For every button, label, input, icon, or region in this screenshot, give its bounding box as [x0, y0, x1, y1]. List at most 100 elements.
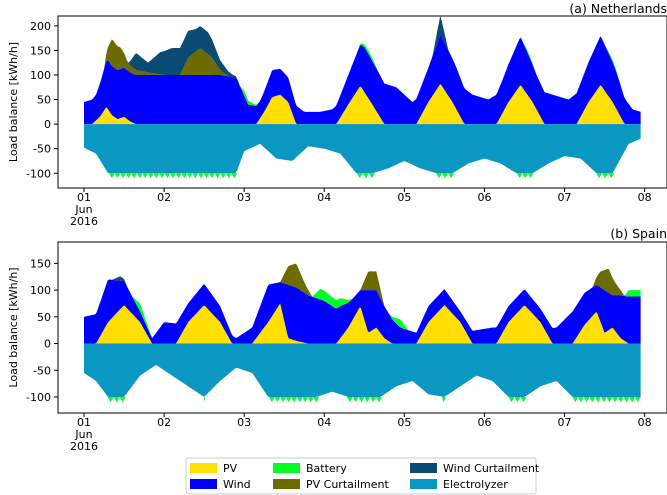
area-battery-charge	[370, 396, 376, 403]
area-battery-charge	[308, 396, 314, 403]
area-battery-charge	[362, 173, 369, 179]
area-electrolyzer	[84, 343, 641, 397]
y-tick-label: -50	[33, 143, 51, 156]
legend-swatch-electrolyzer	[410, 479, 437, 489]
area-battery-charge	[448, 173, 455, 179]
legend-label: PV	[223, 462, 238, 475]
area-battery-charge	[291, 396, 297, 403]
axes-frame	[57, 15, 667, 189]
y-tick-label: 150	[30, 44, 51, 57]
y-tick-label: 50	[37, 94, 51, 107]
area-battery-charge	[159, 173, 165, 179]
area-battery-charge	[612, 396, 618, 403]
x-tick-label: 08	[638, 191, 652, 204]
x-tick-label: 06	[477, 416, 491, 429]
area-battery-charge	[602, 173, 609, 179]
area-battery-charge	[120, 173, 126, 179]
area-battery-charge	[600, 396, 607, 403]
x-tick-label: 03	[237, 416, 251, 429]
area-battery-charge	[214, 173, 221, 179]
area-battery-charge	[181, 173, 187, 179]
area-battery-charge	[596, 173, 603, 179]
area-pv-curtailment	[84, 35, 641, 112]
y-tick-label: 150	[30, 257, 51, 270]
area-battery-charge	[209, 173, 215, 179]
y-tick-label: 100	[30, 284, 51, 297]
legend-swatch-pv-curtailment	[273, 479, 300, 489]
area-battery-charge	[514, 396, 521, 403]
area-pv	[84, 303, 641, 344]
area-battery-charge	[302, 396, 309, 403]
area-battery-charge	[109, 173, 115, 179]
area-battery-charge	[136, 173, 143, 179]
area-battery-charge	[220, 173, 226, 179]
area-battery-charge	[285, 396, 292, 403]
legend-swatch-battery	[273, 463, 300, 473]
area-battery-charge	[269, 396, 275, 403]
x-tick-label: 08	[638, 416, 652, 429]
area-battery-charge	[358, 396, 365, 403]
x-tick-label: 01	[77, 191, 91, 204]
area-battery-charge	[125, 173, 132, 179]
x-tick-label: 05	[397, 191, 411, 204]
area-battery-charge	[364, 396, 371, 403]
area-wind	[84, 35, 641, 125]
area-battery-charge	[508, 396, 515, 403]
area-battery-charge	[192, 173, 199, 179]
y-axis-label: Load balance [kWh/h]	[7, 267, 20, 387]
x-tick-label: 02	[157, 416, 171, 429]
x-tick-sublabel: Jun	[74, 428, 92, 441]
area-battery-charge	[527, 173, 534, 179]
area-battery-charge	[148, 173, 154, 179]
y-tick-label: -100	[26, 391, 51, 404]
legend-label: PV Curtailment	[306, 478, 389, 491]
y-tick-label: -50	[33, 364, 51, 377]
area-battery-charge	[572, 396, 579, 403]
area-battery-charge	[608, 173, 615, 179]
area-battery-charge	[280, 396, 286, 403]
area-electrolyzer	[84, 124, 641, 174]
panel-title: (b) Spain	[610, 226, 667, 241]
x-tick-label: 01	[77, 416, 91, 429]
area-battery-charge	[595, 396, 601, 403]
area-battery-charge	[436, 173, 443, 179]
area-wind	[84, 279, 641, 344]
x-tick-label: 02	[157, 191, 171, 204]
area-battery-charge	[114, 173, 121, 179]
area-battery-charge	[589, 396, 596, 403]
legend-swatch-wind-curtailment	[410, 463, 437, 473]
x-tick-sublabel: Jun	[74, 203, 92, 216]
area-battery-charge	[583, 396, 590, 403]
area-battery-charge	[606, 396, 613, 403]
area-battery-charge	[522, 173, 528, 179]
area-battery-charge	[313, 396, 320, 403]
y-tick-label: 0	[44, 118, 51, 131]
area-battery-charge	[442, 173, 449, 179]
area-battery-charge	[356, 173, 363, 179]
area-battery-charge	[617, 396, 624, 403]
y-tick-label: -100	[26, 167, 51, 180]
x-tick-label: 07	[558, 191, 572, 204]
area-battery-charge	[629, 396, 635, 403]
area-battery-charge	[634, 396, 641, 403]
legend: PV Wind Battery PV Curtailment Wind Curtailm…	[185, 457, 540, 495]
x-tick-label: 06	[477, 191, 491, 204]
legend-swatch-pv	[190, 463, 217, 473]
area-battery-charge	[198, 173, 204, 179]
y-tick-label: 200	[30, 20, 51, 33]
area-pv	[84, 84, 641, 125]
area-battery-charge	[107, 396, 114, 403]
area-battery-charge	[170, 173, 176, 179]
area-battery-charge	[376, 396, 382, 403]
legend-label: Battery	[306, 462, 347, 475]
area-battery-charge	[203, 396, 206, 403]
x-tick-label: 04	[317, 191, 331, 204]
legend-label: Wind Curtailment	[443, 462, 540, 475]
area-battery-charge	[142, 173, 149, 179]
area-battery-charge	[441, 396, 446, 403]
x-tick-sublabel: 2016	[70, 440, 98, 453]
area-battery-charge	[113, 396, 120, 403]
x-tick-label: 04	[317, 416, 331, 429]
